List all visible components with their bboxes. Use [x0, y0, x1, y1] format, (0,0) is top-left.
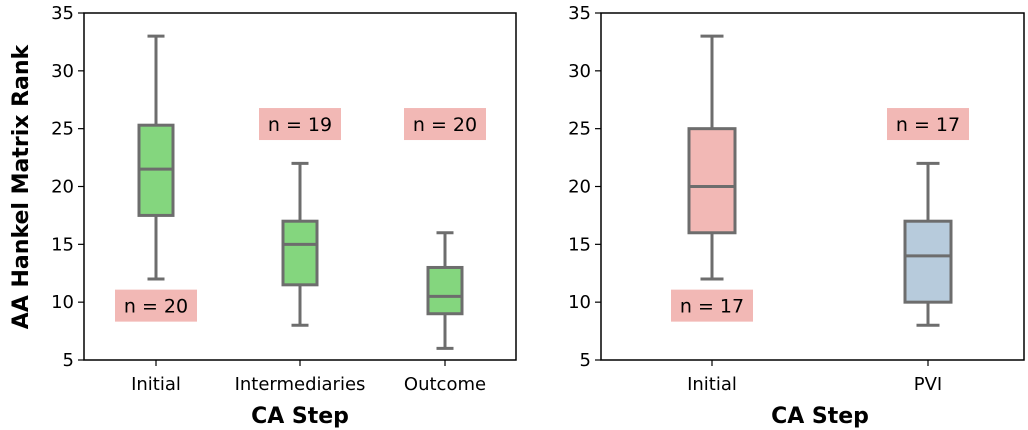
chart1-x-tick-label: Outcome: [404, 374, 486, 395]
chart2-pvi-n-label-bg: [887, 108, 969, 141]
chart1-outcome-n-label-bg: [404, 108, 486, 141]
chart2-y-tick-label: 25: [568, 119, 591, 140]
chart2-x-tick-label: Initial: [687, 374, 737, 395]
chart1-outcome-n-label: n = 20: [413, 114, 477, 136]
chart2-y-tick-label: 35: [568, 3, 591, 24]
chart2-y-tick-label: 15: [568, 234, 591, 255]
chart2-pvi-box: [903, 219, 953, 304]
chart2-y-tick-label: 5: [580, 350, 591, 371]
chart2-y-tick-label: 10: [568, 292, 591, 313]
chart1-y-tick-label: 25: [51, 119, 74, 140]
chart1-intermediaries-box: [281, 219, 319, 287]
chart1-plot-frame: [83, 12, 517, 361]
chart1-intermediaries-n-label: n = 19: [268, 114, 332, 136]
right-x-axis-title: CA Step: [771, 404, 869, 429]
chart2-pvi-n-label: n = 17: [896, 114, 960, 136]
chart1-initial-n-label-bg: [115, 289, 197, 322]
chart2-initial-box: [687, 127, 737, 235]
chart1-y-tick-label: 35: [51, 3, 74, 24]
chart2-y-tick-label: 20: [568, 177, 591, 198]
chart2-initial-n-label: n = 17: [680, 296, 744, 318]
chart2-x-tick-label: PVI: [914, 374, 942, 395]
chart1-y-tick-label: 30: [51, 61, 74, 82]
left-y-axis-title: AA Hankel Matrix Rank: [9, 43, 34, 329]
left-x-axis-title: CA Step: [251, 404, 349, 429]
chart1-x-tick-label: Intermediaries: [235, 374, 366, 395]
chart2-initial-n-label-bg: [671, 289, 753, 322]
chart2-plot-frame: [600, 12, 1025, 361]
chart1-y-tick-label: 20: [51, 177, 74, 198]
chart1-x-tick-label: Initial: [131, 374, 181, 395]
chart1-intermediaries-n-label-bg: [259, 108, 341, 141]
chart2-y-tick-label: 30: [568, 61, 591, 82]
chart1-initial-n-label: n = 20: [124, 296, 188, 318]
chart1-y-tick-label: 15: [51, 234, 74, 255]
chart1-y-tick-label: 5: [63, 350, 74, 371]
chart1-y-tick-label: 10: [51, 292, 74, 313]
chart1-outcome-box: [426, 265, 464, 316]
